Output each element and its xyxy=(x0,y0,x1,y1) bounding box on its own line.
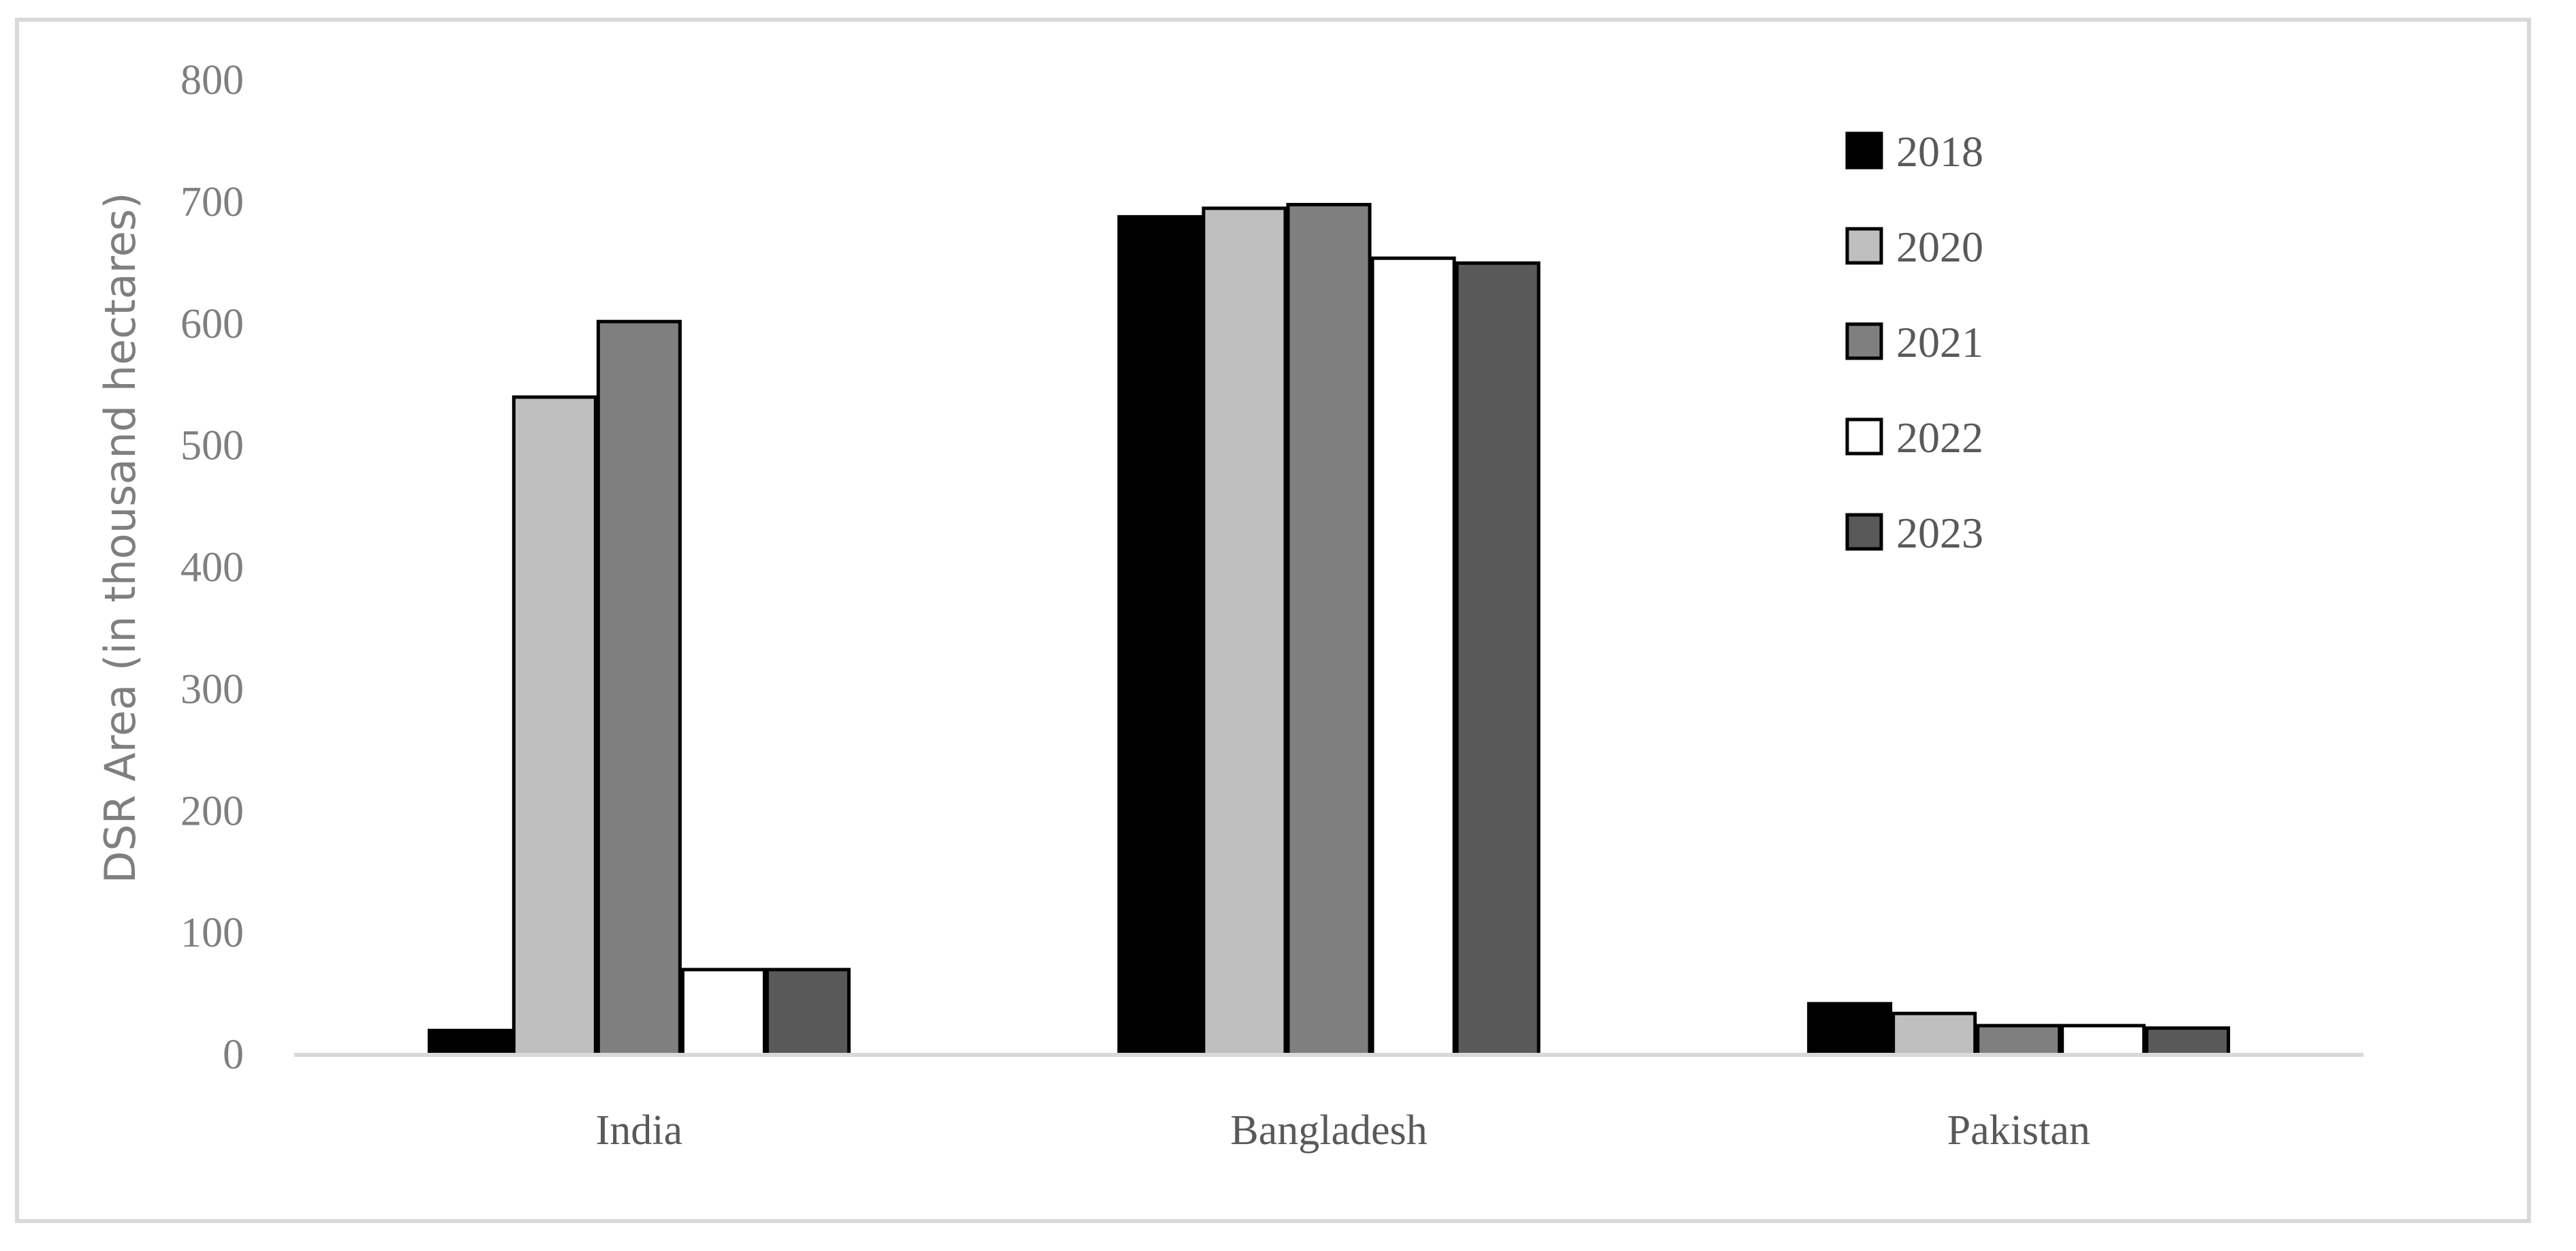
bar-pakistan-2022 xyxy=(2060,1024,2146,1057)
legend-label: 2018 xyxy=(1896,127,1983,176)
y-tick-label: 100 xyxy=(180,910,244,956)
x-category-label: Pakistan xyxy=(1947,1107,2090,1154)
y-tick-label: 0 xyxy=(223,1032,244,1078)
bar-bangladesh-2022 xyxy=(1370,256,1456,1057)
bar-pakistan-2020 xyxy=(1891,1011,1977,1057)
y-tick-label: 400 xyxy=(180,545,244,591)
x-category-label: India xyxy=(596,1107,682,1154)
bar-bangladesh-2018 xyxy=(1117,215,1203,1057)
y-tick-label: 800 xyxy=(180,57,244,104)
bar-bangladesh-2020 xyxy=(1201,206,1287,1057)
legend-swatch-2020 xyxy=(1845,227,1883,265)
bar-india-2020 xyxy=(512,395,597,1057)
y-tick-label: 600 xyxy=(180,301,244,347)
bar-india-2018 xyxy=(427,1028,513,1057)
y-tick-label: 200 xyxy=(180,788,244,834)
x-category-label: Bangladesh xyxy=(1230,1107,1427,1154)
legend-swatch-2023 xyxy=(1845,513,1883,551)
y-tick-label: 300 xyxy=(180,666,244,712)
bar-pakistan-2018 xyxy=(1807,1002,1893,1057)
bar-pakistan-2023 xyxy=(2145,1026,2231,1057)
y-axis-title: DSR Area (in thousand hectares) xyxy=(95,193,145,884)
bars xyxy=(427,202,2231,1057)
legend-label: 2023 xyxy=(1896,509,1983,557)
y-axis-ticks: 0 100 200 300 400 500 600 700 800 xyxy=(180,57,244,1078)
bar-india-2022 xyxy=(680,968,766,1057)
y-tick-label: 500 xyxy=(180,423,244,469)
legend-label: 2020 xyxy=(1896,223,1983,271)
legend-swatch-2021 xyxy=(1845,322,1883,360)
bar-india-2023 xyxy=(765,968,851,1057)
legend-label: 2021 xyxy=(1896,318,1983,366)
bar-bangladesh-2023 xyxy=(1455,261,1541,1057)
bar-pakistan-2021 xyxy=(1976,1024,2062,1057)
bar-india-2021 xyxy=(596,319,682,1057)
legend-swatch-2018 xyxy=(1845,131,1883,170)
legend: 2018 2020 2021 2022 2023 xyxy=(1845,127,1983,557)
bar-bangladesh-2021 xyxy=(1286,202,1372,1057)
x-axis-categories: India Bangladesh Pakistan xyxy=(596,1107,2090,1154)
legend-swatch-2022 xyxy=(1845,417,1883,456)
y-tick-label: 700 xyxy=(180,179,244,225)
legend-label: 2022 xyxy=(1896,413,1983,462)
